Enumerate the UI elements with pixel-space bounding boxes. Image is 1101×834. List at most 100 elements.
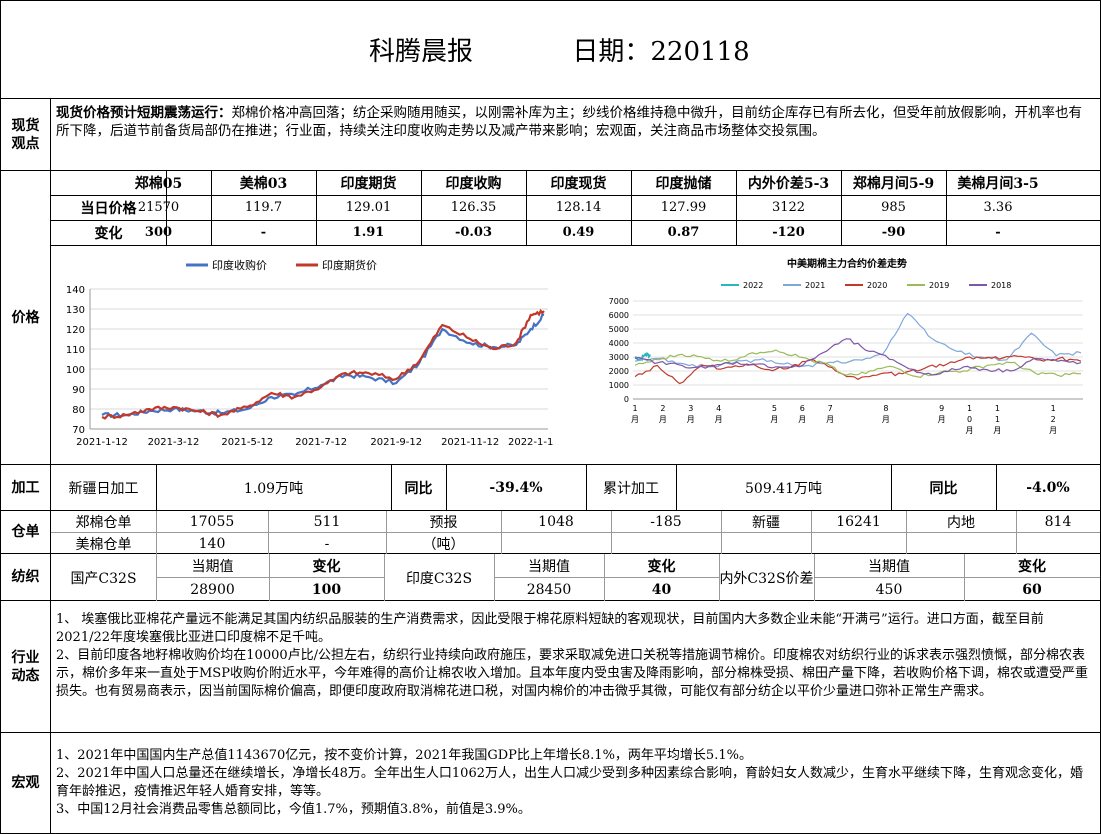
chart2-background: [601, 253, 1093, 457]
warehouse-r1-cell: 1048: [538, 513, 574, 530]
chart1-ytick-label: 100: [66, 365, 85, 376]
macro-section: 宏观 1、2021年中国国内生产总值1143670亿元，按不变价计算，2021年…: [1, 733, 1100, 833]
chart2-title: 中美期棉主力合约价差走势: [787, 257, 907, 270]
macro-para-1: 1、2021年中国国内生产总值1143670亿元，按不变价计算，2021年我国G…: [56, 748, 752, 763]
india-price-chart: 70 80 90 100 110 120 130 140 2021-1-12 2021-3-12 2…: [56, 253, 556, 453]
price-current-cell: 985: [881, 200, 906, 215]
textile-g1-header: 变化: [312, 558, 341, 575]
warehouse-label: 仓单: [1, 511, 51, 553]
chart2-series-line-2022: [634, 352, 651, 362]
chart2-legend-label: 2020: [867, 281, 887, 290]
chart1-ytick-label: 90: [72, 385, 85, 396]
warehouse-r1-cell: 814: [1044, 513, 1072, 530]
price-col-header-cell: 印度现货: [550, 176, 607, 192]
spot-view-text: 现货价格预计短期震荡运行：郑棉价格冲高回落；纺企采购随用随买，以刚需补库为主；纱…: [56, 104, 1094, 140]
warehouse-r2-cell: 美棉仓单: [75, 536, 132, 553]
chart2-series-line-2019: [634, 349, 1082, 378]
textile-g3-name: 内外C32S价差: [719, 570, 814, 587]
chart1-xtick-label: 2021-9-12: [370, 437, 422, 448]
textile-g3-value: 60: [1022, 581, 1042, 598]
price-col-header-cell: 印度期货: [340, 176, 397, 192]
price-change-label: 变化: [94, 225, 123, 242]
chart2-legend-label: 2021: [805, 281, 825, 290]
price-col-header-cell: 印度收购: [445, 176, 502, 192]
price-col-header-cell: 美棉月间3-5: [957, 176, 1039, 192]
price-change-cell: -120: [772, 225, 805, 240]
chart2-ytick-label: 4000: [609, 339, 629, 348]
report-header: 科腾晨报 日期：220118: [1, 1, 1100, 99]
chart1-ytick-label: 110: [66, 345, 85, 356]
daily-yoy-value: -39.4%: [489, 480, 543, 496]
price-current-cell: 21570: [137, 200, 180, 215]
textile-g3-header: 当期值: [868, 558, 910, 575]
price-col-header-cell: 郑棉月间5-9: [852, 176, 935, 192]
industry-para-1: 1、 埃塞俄比亚棉花产量远不能满足其国内纺织品服装的生产消费需求，因此受限于棉花…: [56, 612, 1044, 645]
chart2-ytick-label: 2000: [609, 367, 629, 376]
xinjiang-daily-label: 新疆日加工: [68, 481, 139, 497]
warehouse-r1-cell: 16241: [836, 513, 881, 530]
textile-g2-header: 变化: [647, 558, 676, 575]
price-current-label: 当日价格: [80, 200, 137, 217]
chart1-background: [56, 253, 556, 453]
cn-us-spread-chart: 中美期棉主力合约价差走势 2022 2021 2020 2019 2018 0 1000 200…: [601, 253, 1093, 457]
price-table: 郑棉05 美棉03 印度期货 印度收购 印度现货 印度抛储 内外价差5-3 郑棉月间5-9 美棉…: [51, 171, 1100, 245]
spot-view-label: 现货观点: [1, 99, 51, 170]
price-change-cell: 1.91: [352, 225, 385, 240]
chart2-legend-label: 2022: [743, 281, 763, 290]
macro-para-3: 3、中国12月社会消费品零售总额同比，今值1.7%，预期值3.8%，前值是3.9…: [56, 802, 531, 817]
textile-g3-value: 450: [875, 581, 903, 598]
industry-section: 行业动态 1、 埃塞俄比亚棉花产量远不能满足其国内纺织品服装的生产消费需求，因此…: [1, 601, 1100, 733]
spot-view-body: 郑棉价格冲高回落；纺企采购随用随买，以刚需补库为主；纱线价格维持稳中微升，目前纺…: [56, 105, 1082, 139]
chart1-ytick-label: 70: [72, 425, 85, 436]
chart1-ytick-label: 140: [66, 285, 85, 296]
textile-g1-value: 28900: [190, 581, 235, 598]
textile-g3-header: 变化: [1018, 558, 1046, 575]
warehouse-r2-cell: （吨）: [422, 536, 465, 553]
textile-g1-header: 当期值: [191, 558, 234, 575]
warehouse-r1-cell: 郑棉仓单: [75, 514, 132, 531]
price-col-header-cell: 印度抛储: [655, 176, 712, 192]
price-change-cell: -: [995, 225, 1001, 240]
chart1-legend-label: 印度期货价: [322, 258, 377, 272]
report-date: 日期：220118: [572, 36, 750, 67]
warehouse-r1-cell: -185: [650, 513, 682, 530]
price-change-cell: 0.49: [562, 225, 595, 240]
cumulative-label: 累计加工: [603, 481, 659, 497]
warehouse-r1-cell: 预报: [429, 514, 458, 531]
chart1-series-line-2: [101, 308, 545, 420]
textile-g1-name: 国产C32S: [70, 570, 137, 587]
chart2-ytick-label: 3000: [609, 353, 629, 362]
price-col-header-cell: 郑棉05: [134, 176, 183, 192]
chart1-xtick-label: 2021-3-12: [148, 437, 200, 448]
chart2-ytick-label: 1000: [609, 381, 629, 390]
price-current-cell: 127.99: [660, 200, 707, 215]
price-current-cell: 3.36: [983, 200, 1013, 215]
industry-label: 行业动态: [1, 601, 51, 732]
report-title: 科腾晨报: [368, 36, 473, 67]
price-current-cell: 129.01: [345, 200, 392, 215]
textile-g2-value: 28450: [526, 581, 572, 598]
warehouse-grid: 郑棉仓单 17055 511 预报 1048 -185 新疆 16241 内地 814 美棉仓单 14…: [51, 511, 1100, 554]
chart2-legend-label: 2019: [929, 281, 949, 290]
chart1-xtick-label: 2021-7-12: [295, 437, 347, 448]
chart1-xtick-label: 2021-11-12: [441, 437, 499, 448]
chart2-legend-label: 2018: [991, 281, 1011, 290]
xinjiang-daily-value: 1.09万吨: [243, 481, 304, 497]
price-change-cell: -0.03: [454, 225, 493, 240]
daily-yoy-label: 同比: [404, 481, 433, 497]
chart2-ytick-label: 5000: [609, 325, 629, 334]
warehouse-r1-cell: 新疆: [752, 514, 780, 531]
chart1-ytick-label: 80: [72, 405, 85, 416]
price-change-cell: 300: [144, 225, 173, 240]
chart1-ytick-label: 130: [66, 305, 85, 316]
macro-label: 宏观: [1, 733, 51, 833]
